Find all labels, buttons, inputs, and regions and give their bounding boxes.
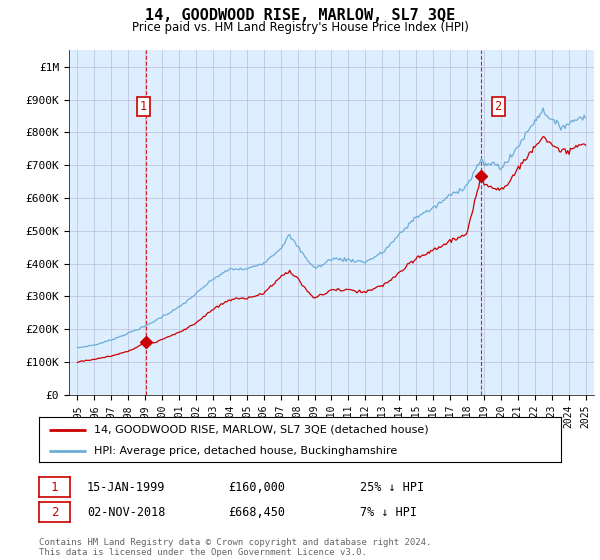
Text: 1: 1: [140, 100, 147, 113]
Text: 7% ↓ HPI: 7% ↓ HPI: [360, 506, 417, 519]
Text: £668,450: £668,450: [228, 506, 285, 519]
Text: 02-NOV-2018: 02-NOV-2018: [87, 506, 166, 519]
Text: 2: 2: [51, 506, 58, 519]
Text: Contains HM Land Registry data © Crown copyright and database right 2024.
This d: Contains HM Land Registry data © Crown c…: [39, 538, 431, 557]
Text: 14, GOODWOOD RISE, MARLOW, SL7 3QE: 14, GOODWOOD RISE, MARLOW, SL7 3QE: [145, 8, 455, 24]
Text: 14, GOODWOOD RISE, MARLOW, SL7 3QE (detached house): 14, GOODWOOD RISE, MARLOW, SL7 3QE (deta…: [94, 424, 428, 435]
Text: 2: 2: [494, 100, 502, 113]
Text: 15-JAN-1999: 15-JAN-1999: [87, 480, 166, 494]
Text: 25% ↓ HPI: 25% ↓ HPI: [360, 480, 424, 494]
Text: Price paid vs. HM Land Registry's House Price Index (HPI): Price paid vs. HM Land Registry's House …: [131, 21, 469, 34]
Text: £160,000: £160,000: [228, 480, 285, 494]
Text: HPI: Average price, detached house, Buckinghamshire: HPI: Average price, detached house, Buck…: [94, 446, 397, 456]
Text: 1: 1: [51, 480, 58, 494]
